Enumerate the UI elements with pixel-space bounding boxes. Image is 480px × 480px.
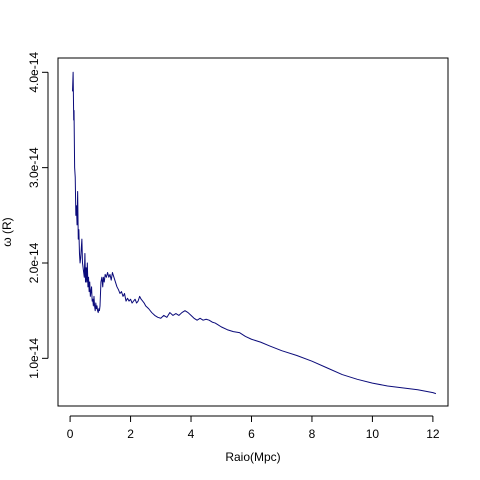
x-tick-label: 8 — [309, 427, 316, 441]
x-tick-label: 10 — [366, 427, 380, 441]
y-tick-label: 4.0e-14 — [27, 52, 41, 93]
x-tick-label: 12 — [426, 427, 440, 441]
plot-frame — [57, 57, 449, 407]
y-tick-label: 1.0e-14 — [27, 338, 41, 379]
x-tick-label: 2 — [127, 427, 134, 441]
y-tick-label: 3.0e-14 — [27, 147, 41, 188]
x-tick-label: 4 — [188, 427, 195, 441]
x-axis-label: Raio(Mpc) — [225, 450, 280, 464]
y-tick-label: 2.0e-14 — [27, 242, 41, 283]
series-line-0 — [72, 71, 437, 395]
x-tick-label: 6 — [248, 427, 255, 441]
y-axis: 1.0e-14 2.0e-14 3.0e-14 4.0e-14 — [27, 52, 49, 379]
x-axis: 0 2 4 6 8 10 12 — [67, 415, 440, 441]
y-axis-label: ω (R) — [0, 217, 14, 246]
series-layer — [72, 71, 437, 395]
x-tick-label: 0 — [67, 427, 74, 441]
